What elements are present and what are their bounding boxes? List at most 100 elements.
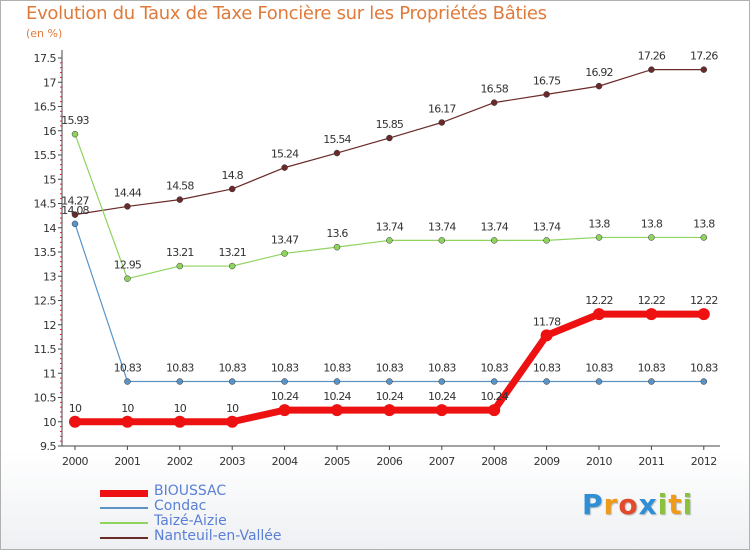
data-label: 13.21 (218, 246, 246, 259)
y-tick-label: 15 (43, 173, 56, 186)
y-tick-label: 11 (43, 367, 56, 380)
x-tick-label: 2005 (324, 455, 350, 468)
data-point (228, 378, 236, 385)
data-label: 13.6 (326, 227, 348, 240)
data-point (176, 196, 184, 203)
y-tick-label: 13 (43, 270, 56, 283)
data-point (71, 130, 79, 138)
data-point (700, 378, 708, 385)
data-point (543, 91, 550, 98)
legend-swatch (100, 489, 148, 497)
data-point (228, 185, 236, 193)
x-tick-label: 2000 (62, 455, 88, 468)
data-label: 11.78 (533, 315, 561, 328)
data-point (697, 308, 710, 321)
data-label: 12.22 (690, 294, 718, 307)
y-tick-label: 11.5 (34, 343, 57, 356)
x-tick-label: 2001 (114, 455, 140, 468)
data-point (124, 203, 131, 210)
data-label: 10.83 (114, 361, 142, 374)
data-label: 12.95 (114, 259, 142, 272)
data-point (173, 415, 186, 428)
y-tick-label: 12.5 (34, 295, 57, 308)
data-label: 10.24 (480, 390, 508, 403)
data-point (333, 378, 341, 385)
data-label: 10 (226, 402, 239, 415)
data-label: 10.83 (638, 361, 666, 374)
data-label: 14.8 (222, 169, 244, 182)
data-label: 10.83 (480, 361, 508, 374)
y-tick-label: 10 (43, 416, 56, 429)
x-tick-label: 2010 (586, 455, 612, 468)
logo-letter: x (638, 488, 658, 521)
line-chart: 9.5 10 10.5 11 11.5 12 12.5 13 13.5 14 14.5 15 15.5 1… (34, 50, 720, 468)
data-point (648, 234, 655, 241)
data-point (595, 378, 603, 385)
y-tick-label: 12 (43, 319, 56, 332)
x-tick-label: 2002 (167, 455, 193, 468)
data-point (648, 378, 655, 385)
data-point (490, 99, 498, 106)
data-label: 13.8 (588, 217, 610, 230)
data-point (490, 237, 498, 244)
data-point (700, 66, 708, 73)
y-tick-label: 14 (43, 222, 56, 235)
data-point (648, 66, 655, 73)
logo-letter: i (657, 488, 669, 521)
legend-label: BIOUSSAC (154, 483, 227, 499)
data-label: 15.85 (376, 118, 404, 131)
data-point (124, 378, 131, 385)
data-point (383, 404, 396, 417)
data-label: 16.58 (480, 83, 508, 96)
data-point (540, 329, 553, 342)
data-label: 10.83 (428, 361, 456, 374)
data-point (438, 119, 446, 126)
data-label: 15.24 (271, 148, 299, 161)
y-tick-label: 17.5 (34, 52, 57, 65)
data-point (226, 415, 239, 428)
data-label: 10.24 (323, 390, 351, 403)
data-label: 13.8 (693, 217, 715, 230)
data-label: 10.83 (585, 361, 613, 374)
data-point (386, 378, 393, 385)
data-point (543, 237, 550, 244)
data-point (595, 234, 603, 241)
data-point (488, 404, 501, 417)
legend: BIOUSSAC Condac Taizé-Aizie Nanteuil-en-Val… (100, 483, 360, 546)
data-label: 13.8 (641, 217, 663, 230)
data-point (438, 237, 446, 244)
proxiti-logo: Proxiti (582, 488, 693, 521)
data-label: 10.83 (166, 361, 194, 374)
data-point (435, 404, 448, 417)
y-tick-label: 13.5 (34, 246, 57, 259)
x-tick-label: 2003 (219, 455, 245, 468)
data-label: 10 (69, 402, 82, 415)
data-point (331, 404, 343, 417)
data-label: 13.74 (428, 220, 456, 233)
legend-swatch (100, 537, 148, 539)
data-point (228, 262, 236, 270)
legend-swatch (100, 507, 148, 509)
data-label: 10.83 (690, 361, 718, 374)
chart-title: Evolution du Taux de Taxe Foncière sur l… (26, 3, 547, 24)
data-point (386, 237, 393, 244)
data-point (124, 275, 131, 282)
data-label: 10.83 (533, 361, 561, 374)
data-label: 16.92 (585, 66, 613, 79)
legend-label: Nanteuil-en-Vallée (154, 528, 282, 544)
y-tick-label: 9.5 (40, 440, 56, 453)
legend-swatch (100, 522, 148, 524)
data-point (69, 415, 81, 428)
y-tick-label: 14.5 (34, 198, 57, 211)
data-point (490, 378, 498, 385)
data-label: 13.74 (376, 220, 404, 233)
data-point (333, 243, 341, 251)
x-tick-label: 2007 (429, 455, 455, 468)
data-point (281, 378, 288, 385)
logo-letter: i (682, 488, 694, 521)
data-label: 14.27 (61, 195, 89, 208)
data-label: 15.54 (323, 133, 351, 146)
data-label: 13.74 (480, 220, 508, 233)
data-label: 10 (174, 402, 187, 415)
